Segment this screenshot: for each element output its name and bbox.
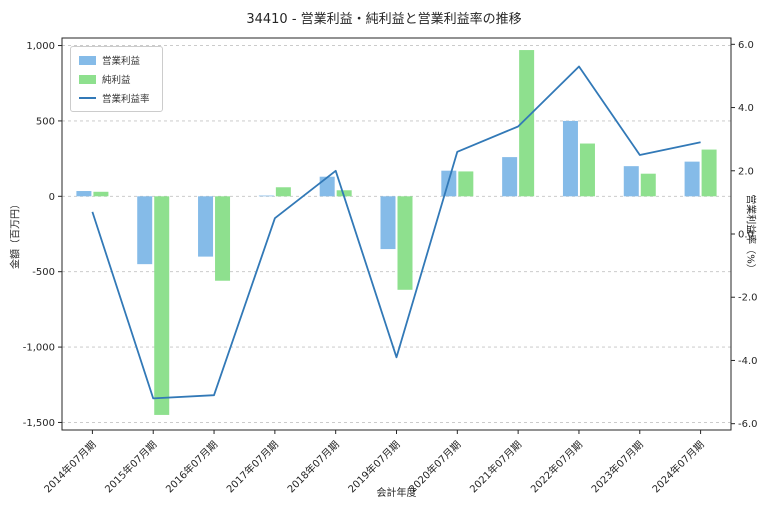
legend-label: 営業利益率 [102, 94, 150, 105]
bar-operating-profit [76, 191, 92, 197]
y-axis-label-left: 金額（百万円） [10, 199, 22, 269]
legend-item-operating-profit: 営業利益 [79, 53, 150, 67]
x-axis-label: 会計年度 [376, 488, 417, 499]
y-right-tick-label: 2.0 [738, 166, 754, 177]
y-left-tick-label: -1,500 [23, 418, 55, 429]
bar-net-profit [215, 196, 231, 281]
y-right-tick-label: -4.0 [738, 356, 758, 367]
legend-label: 純利益 [102, 75, 131, 86]
bar-net-profit [154, 196, 170, 415]
y-right-tick-label: 4.0 [738, 103, 754, 114]
y-left-tick-label: -1,000 [23, 343, 55, 354]
bar-operating-profit [623, 166, 639, 197]
bar-net-profit [275, 187, 291, 197]
margin-line-swatch-icon [79, 97, 96, 99]
bar-net-profit [519, 50, 535, 197]
bar-net-profit [458, 171, 474, 197]
bar-operating-profit [380, 196, 396, 250]
bar-net-profit [701, 149, 717, 197]
bar-operating-profit [502, 157, 518, 197]
legend-item-net-profit: 純利益 [79, 72, 150, 86]
y-right-tick-label: 0.0 [738, 230, 754, 241]
bar-operating-profit [684, 161, 700, 197]
legend-label: 営業利益 [102, 56, 141, 67]
chart-title: 34410 - 営業利益・純利益と営業利益率の推移 [246, 12, 522, 27]
bar-operating-profit [198, 196, 214, 257]
y-axis-label-right: 営業利益率（%） [744, 194, 756, 274]
bar-operating-profit [258, 195, 274, 197]
bar-operating-profit [137, 196, 153, 265]
y-left-tick-label: -500 [32, 267, 55, 278]
net-profit-swatch-icon [79, 74, 96, 84]
y-left-tick-label: 1,000 [26, 41, 55, 52]
legend: 営業利益 純利益 営業利益率 [70, 46, 163, 112]
y-right-tick-label: 6.0 [738, 40, 754, 51]
y-left-tick-label: 500 [36, 116, 55, 127]
bar-operating-profit [319, 176, 335, 197]
bar-net-profit [93, 191, 109, 197]
bar-net-profit [336, 190, 352, 197]
margin-line [91, 65, 701, 400]
bar-net-profit [579, 143, 595, 197]
bar-net-profit [397, 196, 413, 290]
bar-operating-profit [562, 120, 578, 197]
legend-item-margin: 営業利益率 [79, 91, 150, 105]
bar-net-profit [640, 173, 656, 197]
operating-profit-swatch-icon [79, 55, 96, 65]
y-right-tick-label: -2.0 [738, 293, 758, 304]
y-left-tick-label: 0 [49, 192, 55, 203]
y-right-tick-label: -6.0 [738, 419, 758, 430]
